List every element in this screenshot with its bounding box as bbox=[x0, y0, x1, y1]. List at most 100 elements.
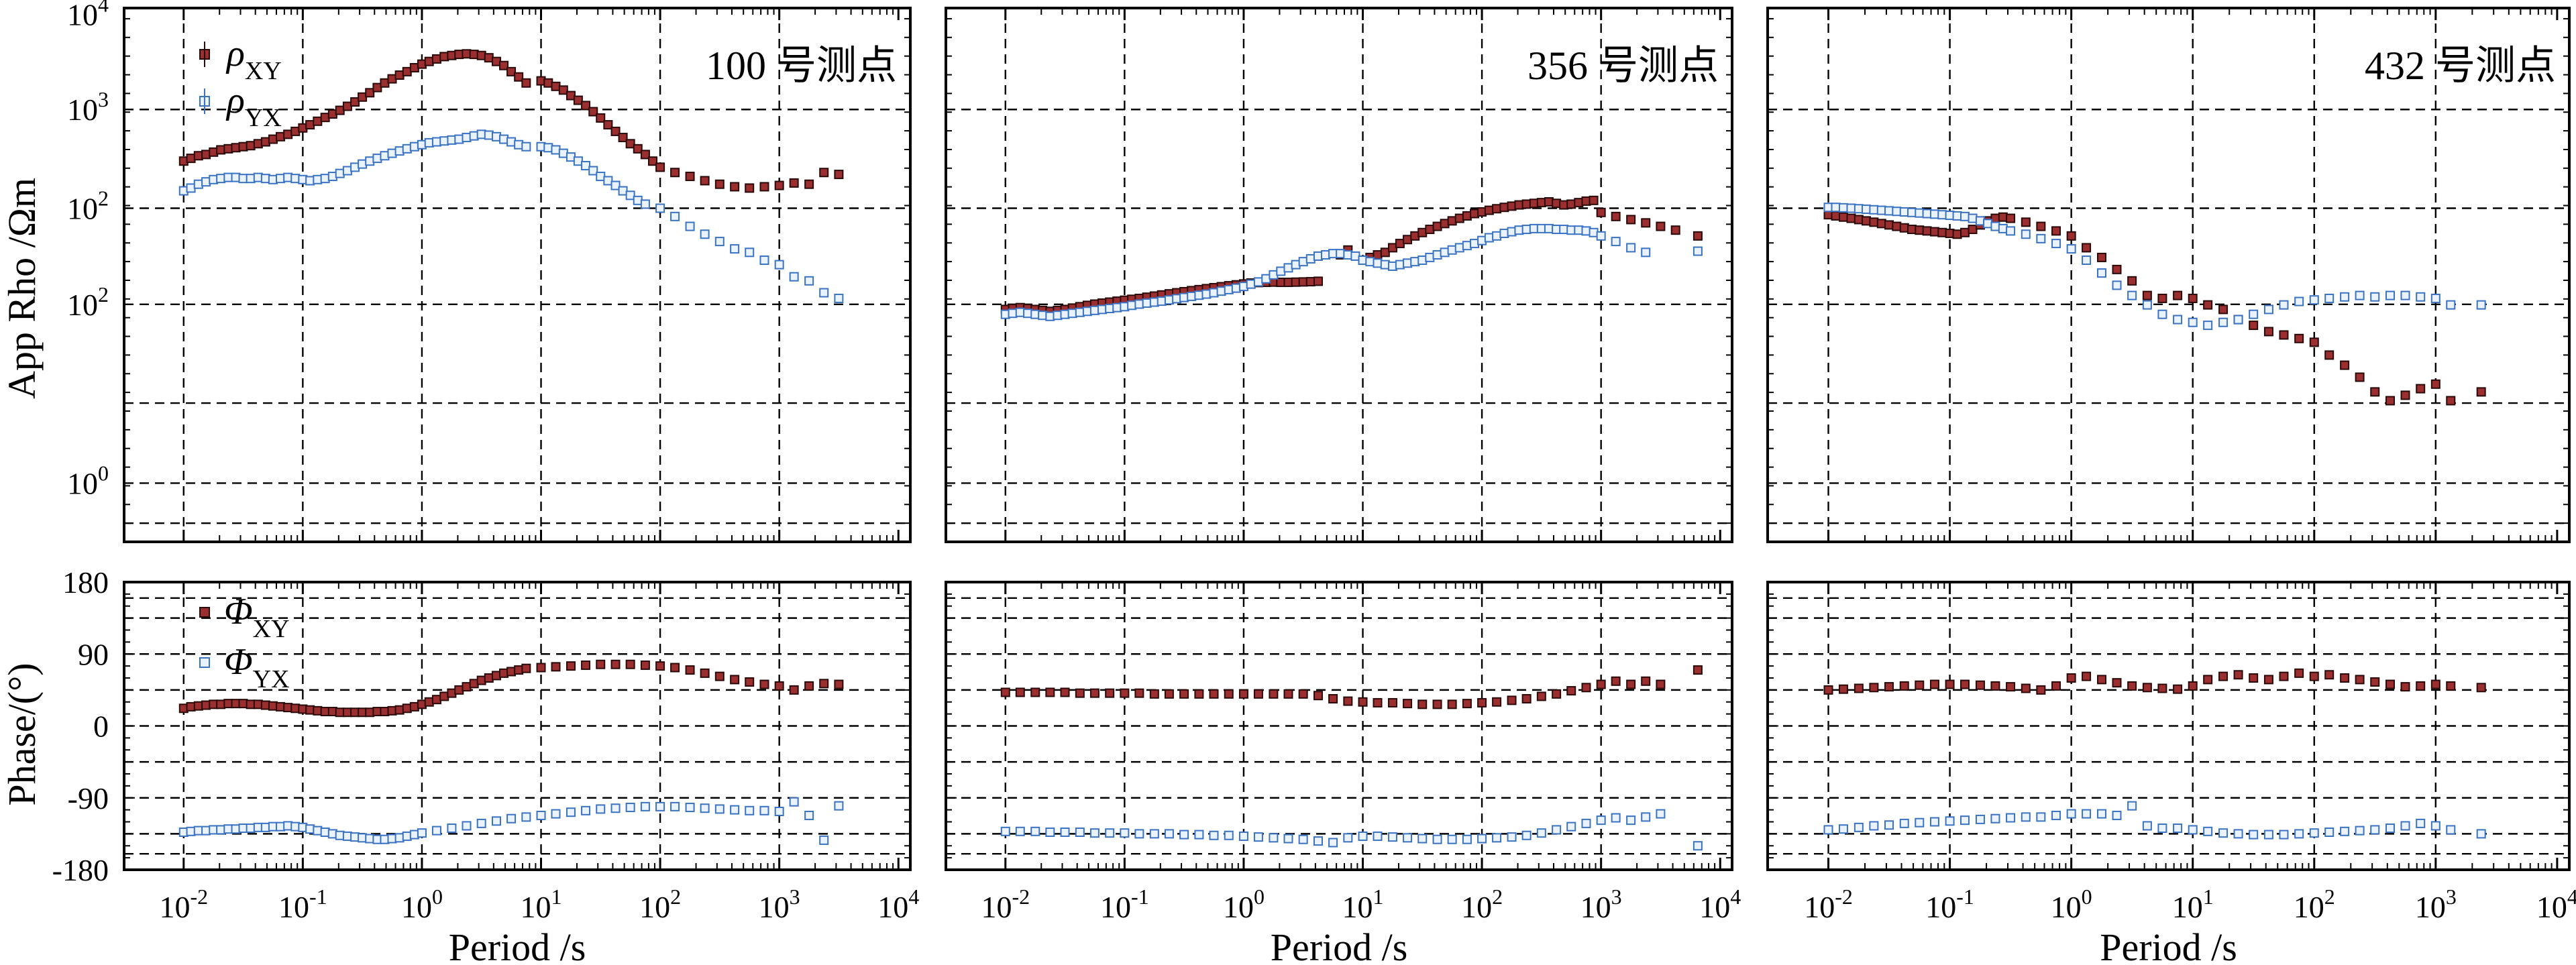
x-axis-title: Period /s bbox=[2100, 925, 2237, 965]
phase-yx-point bbox=[1283, 834, 1293, 844]
phase-yx-point bbox=[2446, 825, 2456, 835]
rho-yx-point bbox=[1990, 221, 2000, 231]
phase-xy-point bbox=[1581, 683, 1591, 693]
rho-xy-point bbox=[2051, 226, 2061, 236]
phase-xy-point bbox=[685, 665, 695, 675]
phase-xy-point bbox=[1417, 699, 1428, 709]
rho-yx-point bbox=[789, 272, 799, 282]
phase-xy-point bbox=[1000, 687, 1010, 697]
phase-yx-point bbox=[1015, 826, 1025, 836]
phase-yx-point bbox=[1224, 830, 1234, 840]
rho-frame bbox=[1766, 7, 2571, 543]
rho-xy-point bbox=[1892, 221, 1902, 231]
rho-xy-point bbox=[2127, 276, 2137, 286]
legend-label: ρXY bbox=[225, 33, 282, 85]
rho-yx-point bbox=[186, 183, 196, 193]
rho-yx-point bbox=[581, 160, 591, 170]
legend-label: ρYX bbox=[225, 80, 282, 132]
rho-xy-point bbox=[313, 116, 323, 126]
phase-xy-point bbox=[305, 705, 315, 715]
rho-yx-point bbox=[2355, 290, 2365, 300]
rho-xy-point bbox=[506, 66, 517, 76]
rho-yx-point bbox=[521, 141, 531, 152]
phase-xy-point bbox=[1075, 688, 1085, 698]
phase-yx-point bbox=[1328, 838, 1338, 848]
phase-yx-point bbox=[2021, 812, 2031, 822]
rho-xy-point bbox=[685, 172, 695, 182]
rho-xy-point bbox=[2112, 264, 2122, 274]
x-tick-label: 10-1 bbox=[278, 885, 327, 924]
phase-yx-point bbox=[2355, 826, 2365, 836]
rho-xy-point bbox=[714, 179, 724, 189]
rho-tick-label: 103 bbox=[67, 87, 109, 127]
rho-yx-point bbox=[2416, 292, 2426, 302]
phase-xy-point bbox=[2157, 683, 2167, 693]
rho-xy-point bbox=[1611, 211, 1621, 221]
phase-yx-point bbox=[305, 824, 315, 834]
rho-axis-title: App Rho /Ωm bbox=[0, 178, 44, 399]
rho-yx-point bbox=[2446, 300, 2456, 310]
rho-frame bbox=[945, 7, 1733, 543]
x-tick-label: 104 bbox=[877, 885, 919, 924]
rho-yx-point bbox=[1929, 209, 1939, 219]
phase-xy-point bbox=[2006, 682, 2016, 692]
phase-yx-point bbox=[2173, 824, 2183, 834]
x-tick-label: 103 bbox=[1580, 885, 1622, 924]
rho-yx-point bbox=[834, 293, 844, 303]
rho-xy-point bbox=[1484, 205, 1494, 215]
phase-yx-point bbox=[2127, 801, 2137, 811]
rho-xy-point bbox=[543, 78, 553, 88]
rho-xy-point bbox=[2249, 321, 2259, 331]
phase-xy-point bbox=[1990, 681, 2000, 691]
phase-yx-point bbox=[2142, 821, 2152, 831]
rho-yx-point bbox=[1846, 203, 1856, 213]
phase-yx-point bbox=[1975, 814, 1985, 824]
phase-xy-point bbox=[1521, 693, 1532, 703]
phase-yx-point bbox=[1447, 834, 1457, 844]
rho-xy-point bbox=[431, 54, 441, 64]
phase-xy-point bbox=[1403, 699, 1413, 709]
phase-xy-point bbox=[2385, 679, 2395, 689]
rho-yx-point bbox=[2400, 290, 2410, 300]
rho-yx-point bbox=[1899, 207, 1909, 217]
rho-xy-point bbox=[819, 168, 829, 178]
x-tick-label: 103 bbox=[2415, 885, 2457, 924]
rho-xy-point bbox=[1831, 211, 1841, 221]
phase-xy-point bbox=[640, 660, 650, 670]
phase-xy-point bbox=[1884, 682, 1894, 692]
phase-yx-point bbox=[1915, 817, 1925, 828]
rho-yx-point bbox=[1693, 246, 1703, 256]
x-axis-title: Period /s bbox=[449, 925, 586, 965]
phase-xy-point bbox=[1929, 679, 1939, 689]
phase-xy-point bbox=[1899, 681, 1909, 691]
phase-yx-point bbox=[1417, 834, 1428, 844]
rho-xy-point bbox=[1641, 218, 1651, 228]
phase-yx-point bbox=[1838, 824, 1848, 834]
rho-yx-point bbox=[2066, 244, 2076, 254]
phase-xy-point bbox=[1656, 679, 1666, 689]
phase-xy-point bbox=[2096, 675, 2106, 685]
rho-yx-point bbox=[2006, 226, 2016, 236]
rho-yx-point bbox=[700, 229, 710, 239]
rho-yx-point bbox=[2218, 317, 2229, 327]
rho-xy-point bbox=[1899, 223, 1909, 233]
rho-xy-point bbox=[2263, 327, 2273, 337]
phase-xy-point bbox=[2173, 684, 2183, 694]
phase-yx-point bbox=[1492, 833, 1502, 843]
phase-xy-point bbox=[2279, 671, 2289, 681]
phase-yx-point bbox=[1045, 827, 1055, 837]
phase-yx-point bbox=[2324, 827, 2334, 837]
phase-xy-point bbox=[424, 697, 434, 707]
phase-yx-point bbox=[1000, 826, 1010, 836]
phase-yx-point bbox=[640, 801, 650, 811]
rho-xy-point bbox=[1869, 217, 1879, 227]
rho-xy-point bbox=[1952, 229, 1962, 239]
phase-xy-point bbox=[2309, 671, 2319, 681]
phase-yx-point bbox=[1990, 813, 2000, 824]
rho-yx-point bbox=[2476, 300, 2486, 310]
rho-xy-point bbox=[588, 107, 598, 117]
phase-yx-point bbox=[1030, 826, 1040, 836]
phase-yx-point bbox=[551, 809, 561, 819]
phase-xy-point bbox=[1328, 693, 1338, 703]
phase-xy-point bbox=[1823, 685, 1833, 695]
